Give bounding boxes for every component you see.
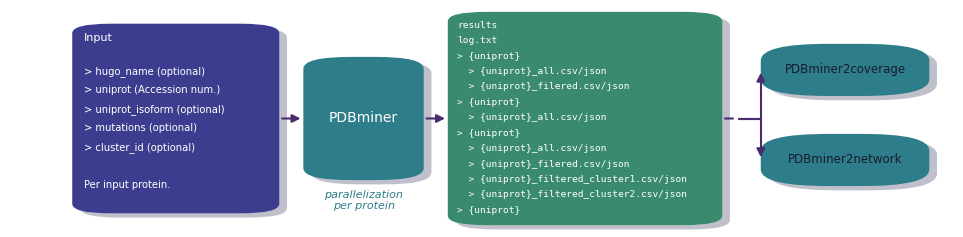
Text: results: results [457, 21, 498, 30]
FancyBboxPatch shape [761, 134, 929, 186]
Text: Input: Input [84, 33, 113, 43]
FancyBboxPatch shape [768, 138, 937, 190]
FancyBboxPatch shape [448, 12, 722, 225]
Text: PDBminer2network: PDBminer2network [788, 154, 902, 166]
Text: PDBminer2coverage: PDBminer2coverage [785, 64, 905, 76]
FancyBboxPatch shape [80, 28, 287, 218]
FancyBboxPatch shape [311, 61, 431, 184]
Text: > uniprot (Accession num.): > uniprot (Accession num.) [84, 85, 220, 95]
Text: > {uniprot}_filtered_cluster2.csv/json: > {uniprot}_filtered_cluster2.csv/json [457, 190, 688, 199]
Text: log.txt: log.txt [457, 36, 498, 45]
Text: > {uniprot}: > {uniprot} [457, 52, 521, 61]
Text: > hugo_name (optional): > hugo_name (optional) [84, 66, 205, 77]
Text: > {uniprot}_filered.csv/json: > {uniprot}_filered.csv/json [457, 160, 630, 169]
Text: > {uniprot}_all.csv/json: > {uniprot}_all.csv/json [457, 113, 607, 122]
Text: PDBminer: PDBminer [329, 111, 398, 126]
Text: > {uniprot}_filered.csv/json: > {uniprot}_filered.csv/json [457, 82, 630, 91]
Text: Per input protein.: Per input protein. [84, 180, 170, 190]
Text: parallelization
per protein: parallelization per protein [325, 190, 403, 211]
Text: > uniprot_isoform (optional): > uniprot_isoform (optional) [84, 104, 224, 115]
FancyBboxPatch shape [768, 48, 937, 100]
Text: > {uniprot}_all.csv/json: > {uniprot}_all.csv/json [457, 67, 607, 76]
Text: > mutations (optional): > mutations (optional) [84, 123, 196, 133]
Text: > {uniprot}_filtered_cluster1.csv/json: > {uniprot}_filtered_cluster1.csv/json [457, 175, 688, 184]
FancyBboxPatch shape [303, 57, 424, 180]
Text: > {uniprot}: > {uniprot} [457, 129, 521, 138]
Text: > {uniprot}: > {uniprot} [457, 206, 521, 215]
Text: > {uniprot}_all.csv/json: > {uniprot}_all.csv/json [457, 144, 607, 153]
FancyBboxPatch shape [455, 16, 730, 229]
FancyBboxPatch shape [72, 24, 279, 213]
Text: > {uniprot}: > {uniprot} [457, 98, 521, 107]
FancyBboxPatch shape [761, 44, 929, 96]
Text: > cluster_id (optional): > cluster_id (optional) [84, 142, 195, 153]
